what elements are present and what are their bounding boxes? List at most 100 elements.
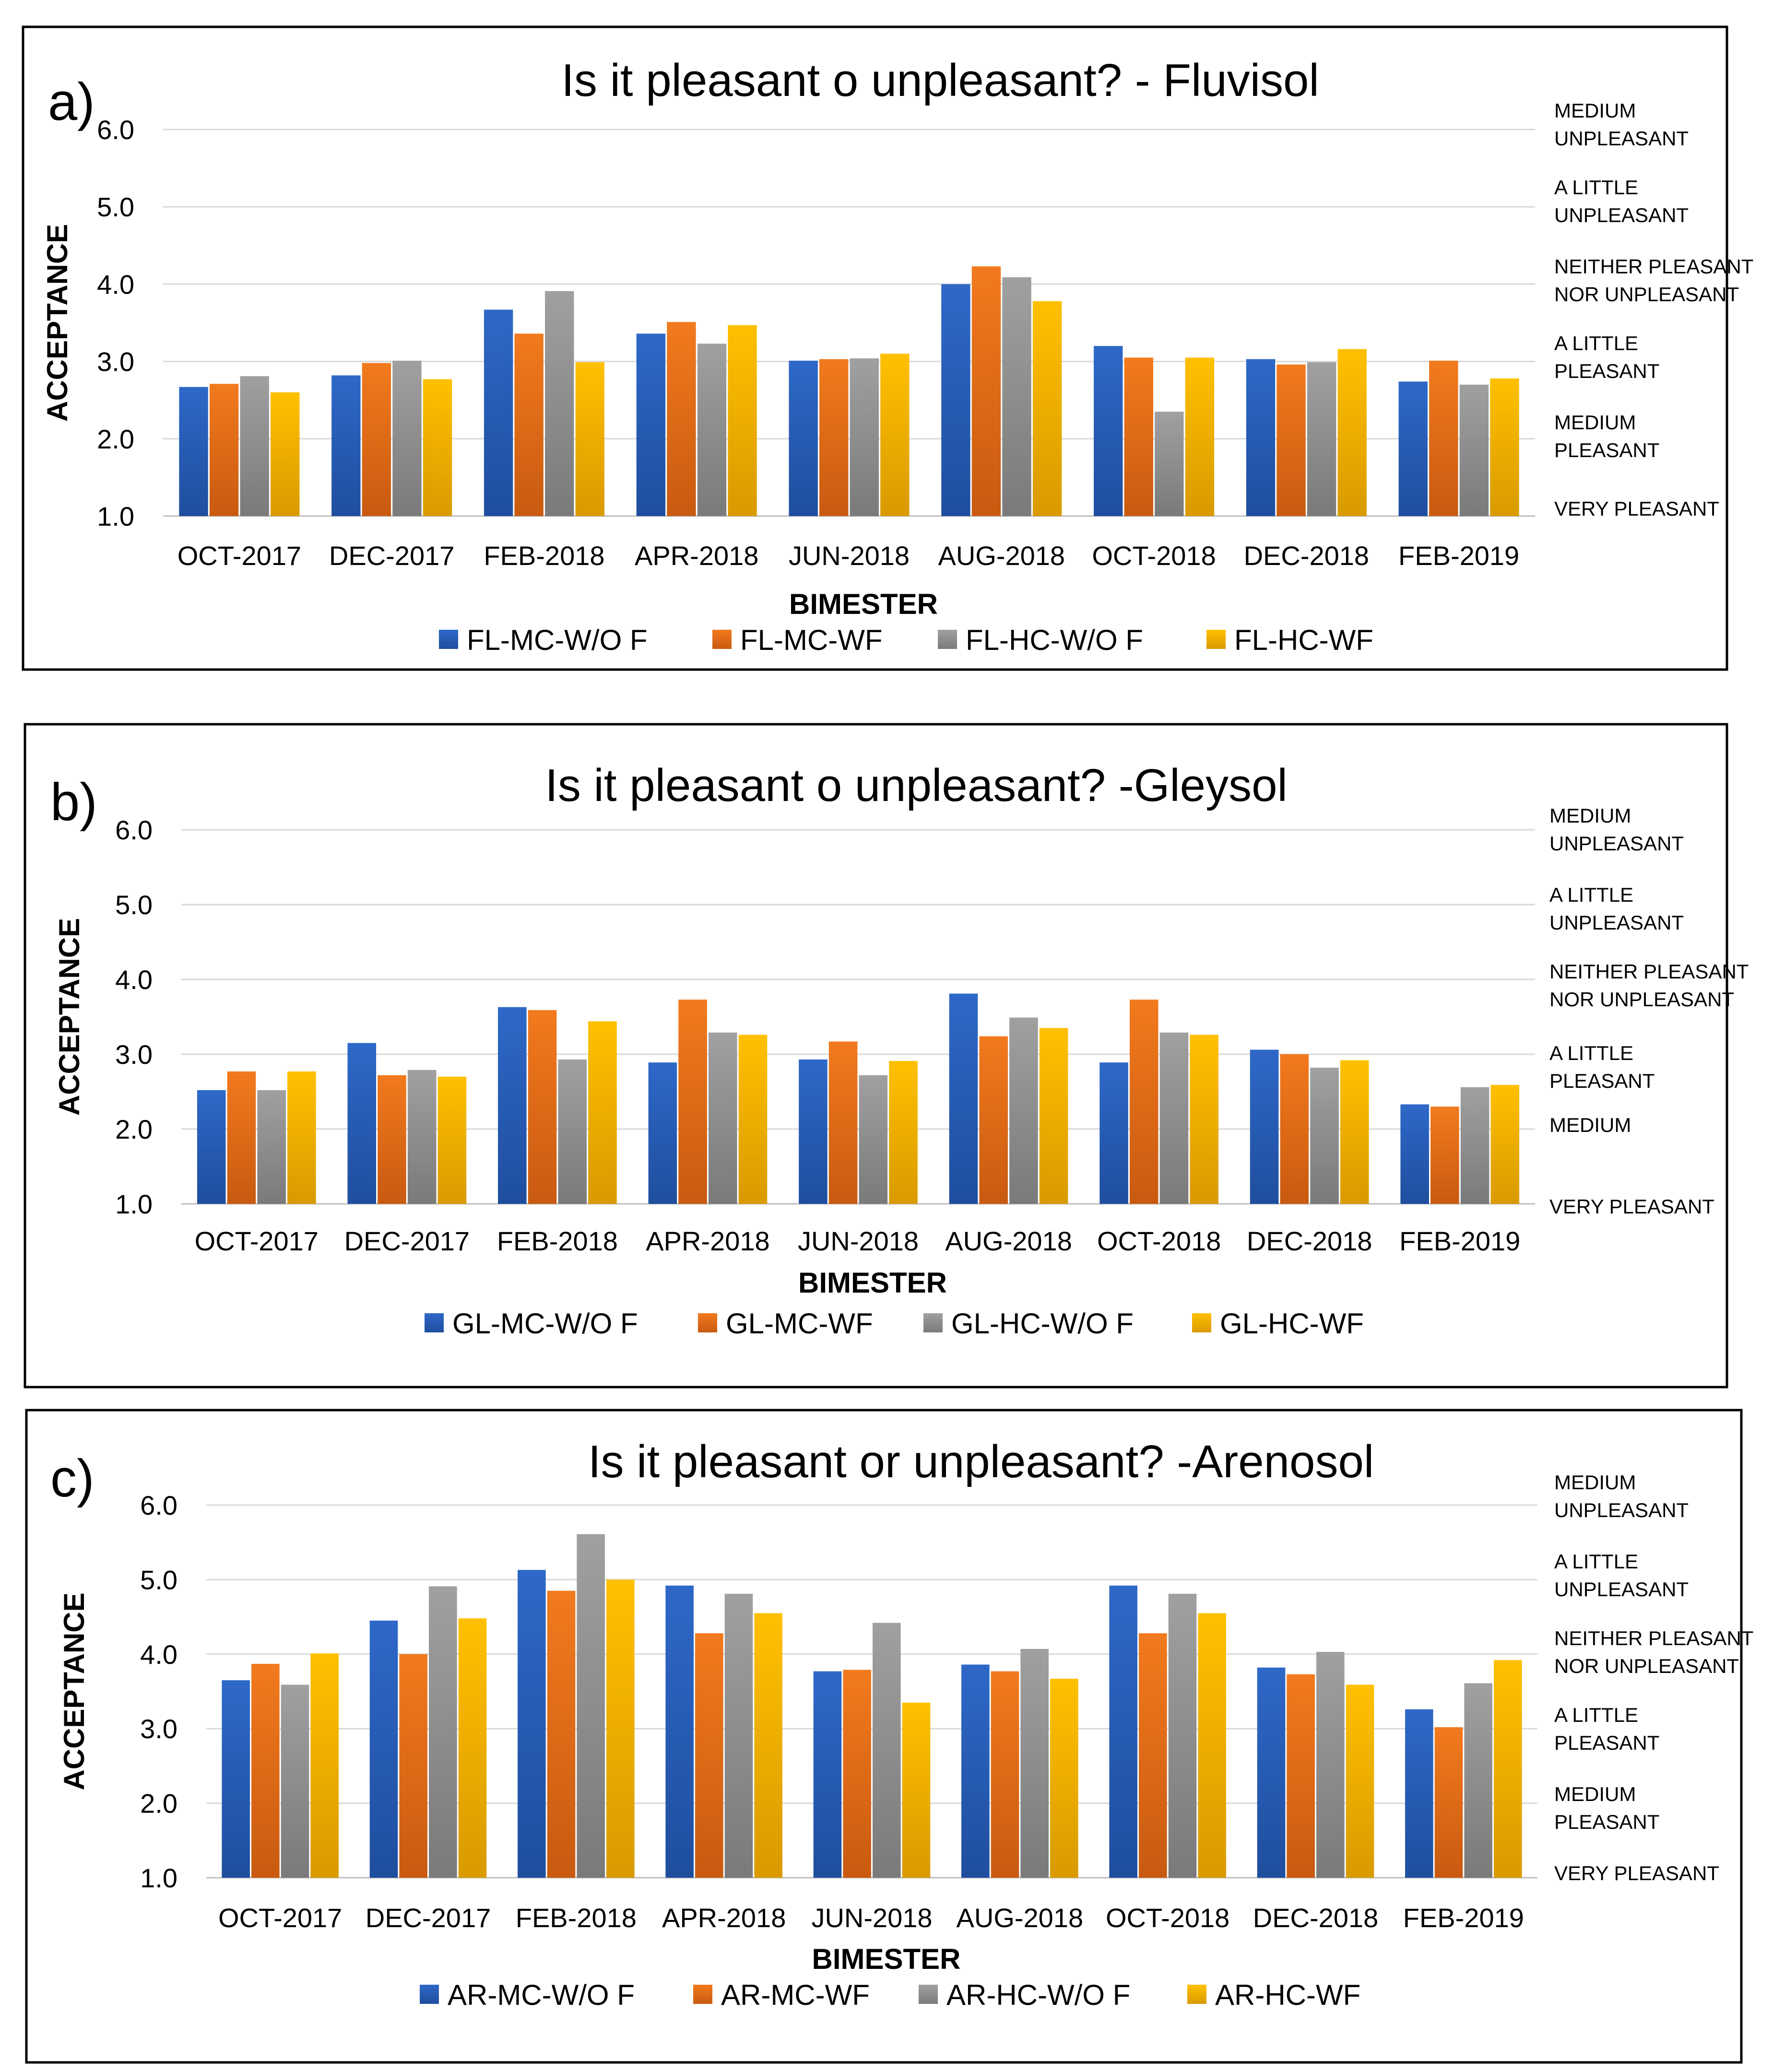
bar [518,1570,546,1878]
x-tick-label: OCT-2017 [177,541,301,571]
scale-label: PLEASANT [1554,360,1659,382]
bar [941,284,970,516]
bar [1287,1674,1315,1878]
bar [1494,1660,1522,1878]
bar [873,1623,901,1878]
bar [423,379,452,516]
bar [1109,1585,1137,1878]
bar [880,353,910,516]
bar [378,1075,406,1204]
bar [251,1664,280,1878]
bar [369,1620,398,1878]
scale-label: NEITHER PLEASANT [1554,255,1753,278]
bar [558,1059,587,1204]
bar [1490,378,1519,516]
x-tick-label: JUN-2018 [798,1226,919,1256]
bar [575,362,604,516]
bar [991,1671,1019,1878]
scale-label: UNPLEASANT [1549,911,1684,934]
bar [1316,1652,1345,1878]
x-tick-label: FEB-2019 [1398,541,1519,571]
y-tick-label: 1.0 [115,1189,153,1219]
y-tick-label: 1.0 [97,501,134,531]
bar [1434,1727,1463,1878]
chart-frame [24,723,1728,1389]
x-tick-label: FEB-2019 [1403,1903,1524,1933]
scale-label: UNPLEASANT [1554,1578,1689,1601]
legend-label: AR-HC-WF [1215,1979,1360,2011]
scale-label: NOR UNPLEASANT [1549,988,1734,1011]
legend-swatch [923,1313,943,1332]
bar [828,1041,858,1204]
y-tick-label: 3.0 [115,1039,153,1070]
bar [1129,1000,1158,1204]
bar [648,1062,677,1204]
y-tick-label: 3.0 [97,347,134,377]
x-tick-label: DEC-2018 [1253,1903,1378,1933]
bar [1032,301,1062,516]
scale-label: A LITTLE [1554,1704,1638,1726]
bar [1400,1104,1429,1204]
scale-label: MEDIUM [1554,1783,1636,1805]
scale-label: NEITHER PLEASANT [1549,960,1749,983]
x-tick-label: DEC-2018 [1247,1226,1372,1256]
x-tick-label: DEC-2017 [329,541,454,571]
chart-title: Is it pleasant o unpleasant? -Gleysol [545,760,1288,811]
scale-label: MEDIUM [1549,804,1631,827]
bar [1277,365,1306,516]
chart-panel-a: a) Is it pleasant o unpleasant? - Fluviso… [22,25,1753,671]
y-axis-title: ACCEPTANCE [58,1592,90,1790]
x-tick-label: APR-2018 [635,541,758,571]
bar [889,1061,918,1204]
bar [545,291,574,516]
bar [813,1671,842,1878]
scale-label: UNPLEASANT [1554,127,1689,150]
chart-panel-b: b) Is it pleasant o unpleasant? -Gleysol 6… [24,723,1749,1389]
y-tick-label: 6.0 [97,115,134,145]
bar [728,325,757,516]
scale-label: MEDIUM [1549,1114,1631,1136]
bar [209,384,239,516]
bar [179,387,208,516]
bar [577,1534,605,1878]
bar [281,1684,309,1878]
y-tick-label: 3.0 [140,1714,177,1744]
bar [347,1043,377,1204]
x-tick-label: JUN-2018 [811,1903,932,1933]
scale-label: PLEASANT [1554,439,1659,461]
x-tick-label: AUG-2018 [945,1226,1072,1256]
panel-label: a) [48,72,95,131]
bar [1405,1709,1433,1878]
y-tick-label: 5.0 [115,890,153,920]
bar [971,266,1001,516]
bar [458,1618,487,1878]
x-tick-label: OCT-2017 [195,1226,319,1256]
bar [437,1076,467,1204]
bar [547,1590,576,1878]
bar [1190,1035,1218,1204]
bar [588,1021,617,1204]
scale-label: A LITTLE [1554,332,1638,354]
legend-swatch [425,1313,444,1332]
legend-swatch [1206,630,1226,649]
chart-frame [22,25,1728,671]
legend-label: FL-HC-W/O F [966,624,1143,656]
scale-label: A LITTLE [1549,1042,1633,1064]
bar [1460,1087,1489,1204]
bar [331,375,361,516]
bar [271,392,300,516]
x-tick-label: FEB-2018 [497,1226,618,1256]
legend-label: FL-HC-WF [1234,624,1373,656]
scale-label: UNPLEASANT [1554,1499,1689,1521]
bar [1002,277,1031,516]
bar [1280,1054,1309,1204]
bar [1020,1648,1049,1878]
legend-swatch [938,630,957,649]
bar [902,1702,931,1878]
chart-title: Is it pleasant o unpleasant? - Fluvisol [561,55,1319,106]
legend-swatch [1187,1985,1206,2004]
bar [819,359,849,516]
x-axis-title: BIMESTER [812,1943,960,1975]
legend-label: GL-MC-W/O F [452,1307,638,1340]
bar [949,993,978,1204]
